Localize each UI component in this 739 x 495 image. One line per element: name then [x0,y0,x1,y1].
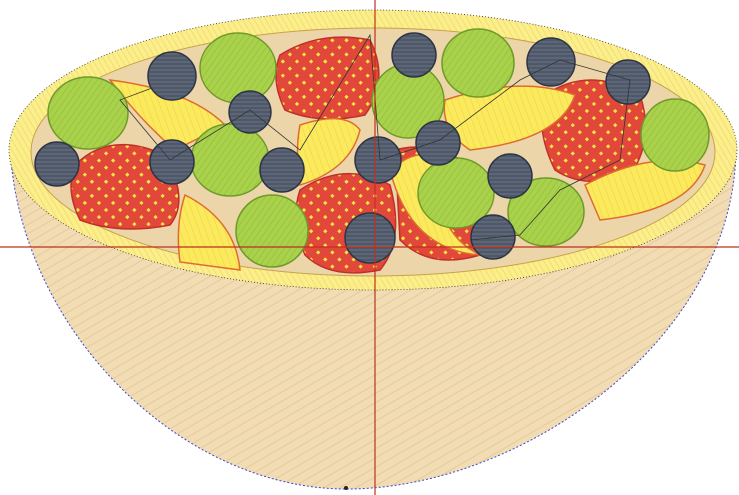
green-grape [507,177,585,247]
fruit-group [34,28,710,274]
stitch-end-marker [344,486,348,490]
blueberry [487,153,533,199]
mango-slice [177,193,241,271]
blueberry [391,32,437,78]
strawberry [275,36,380,120]
green-grape [640,98,710,172]
blueberry [344,212,396,264]
blueberry [147,51,197,101]
green-grape [190,123,270,197]
blueberry [259,147,305,193]
blueberry [228,90,272,134]
green-grape [199,32,277,104]
blueberry [354,136,402,184]
stitch-path [119,33,631,241]
blueberry [605,59,651,105]
green-grape [235,194,309,268]
blueberry [470,214,516,260]
blueberry [34,141,80,187]
green-grape [417,157,495,229]
blueberry [149,139,195,185]
blueberry [526,37,576,87]
mango-slice [584,159,706,221]
green-grape [441,28,515,98]
blueberry [415,120,461,166]
green-grape [47,76,129,150]
